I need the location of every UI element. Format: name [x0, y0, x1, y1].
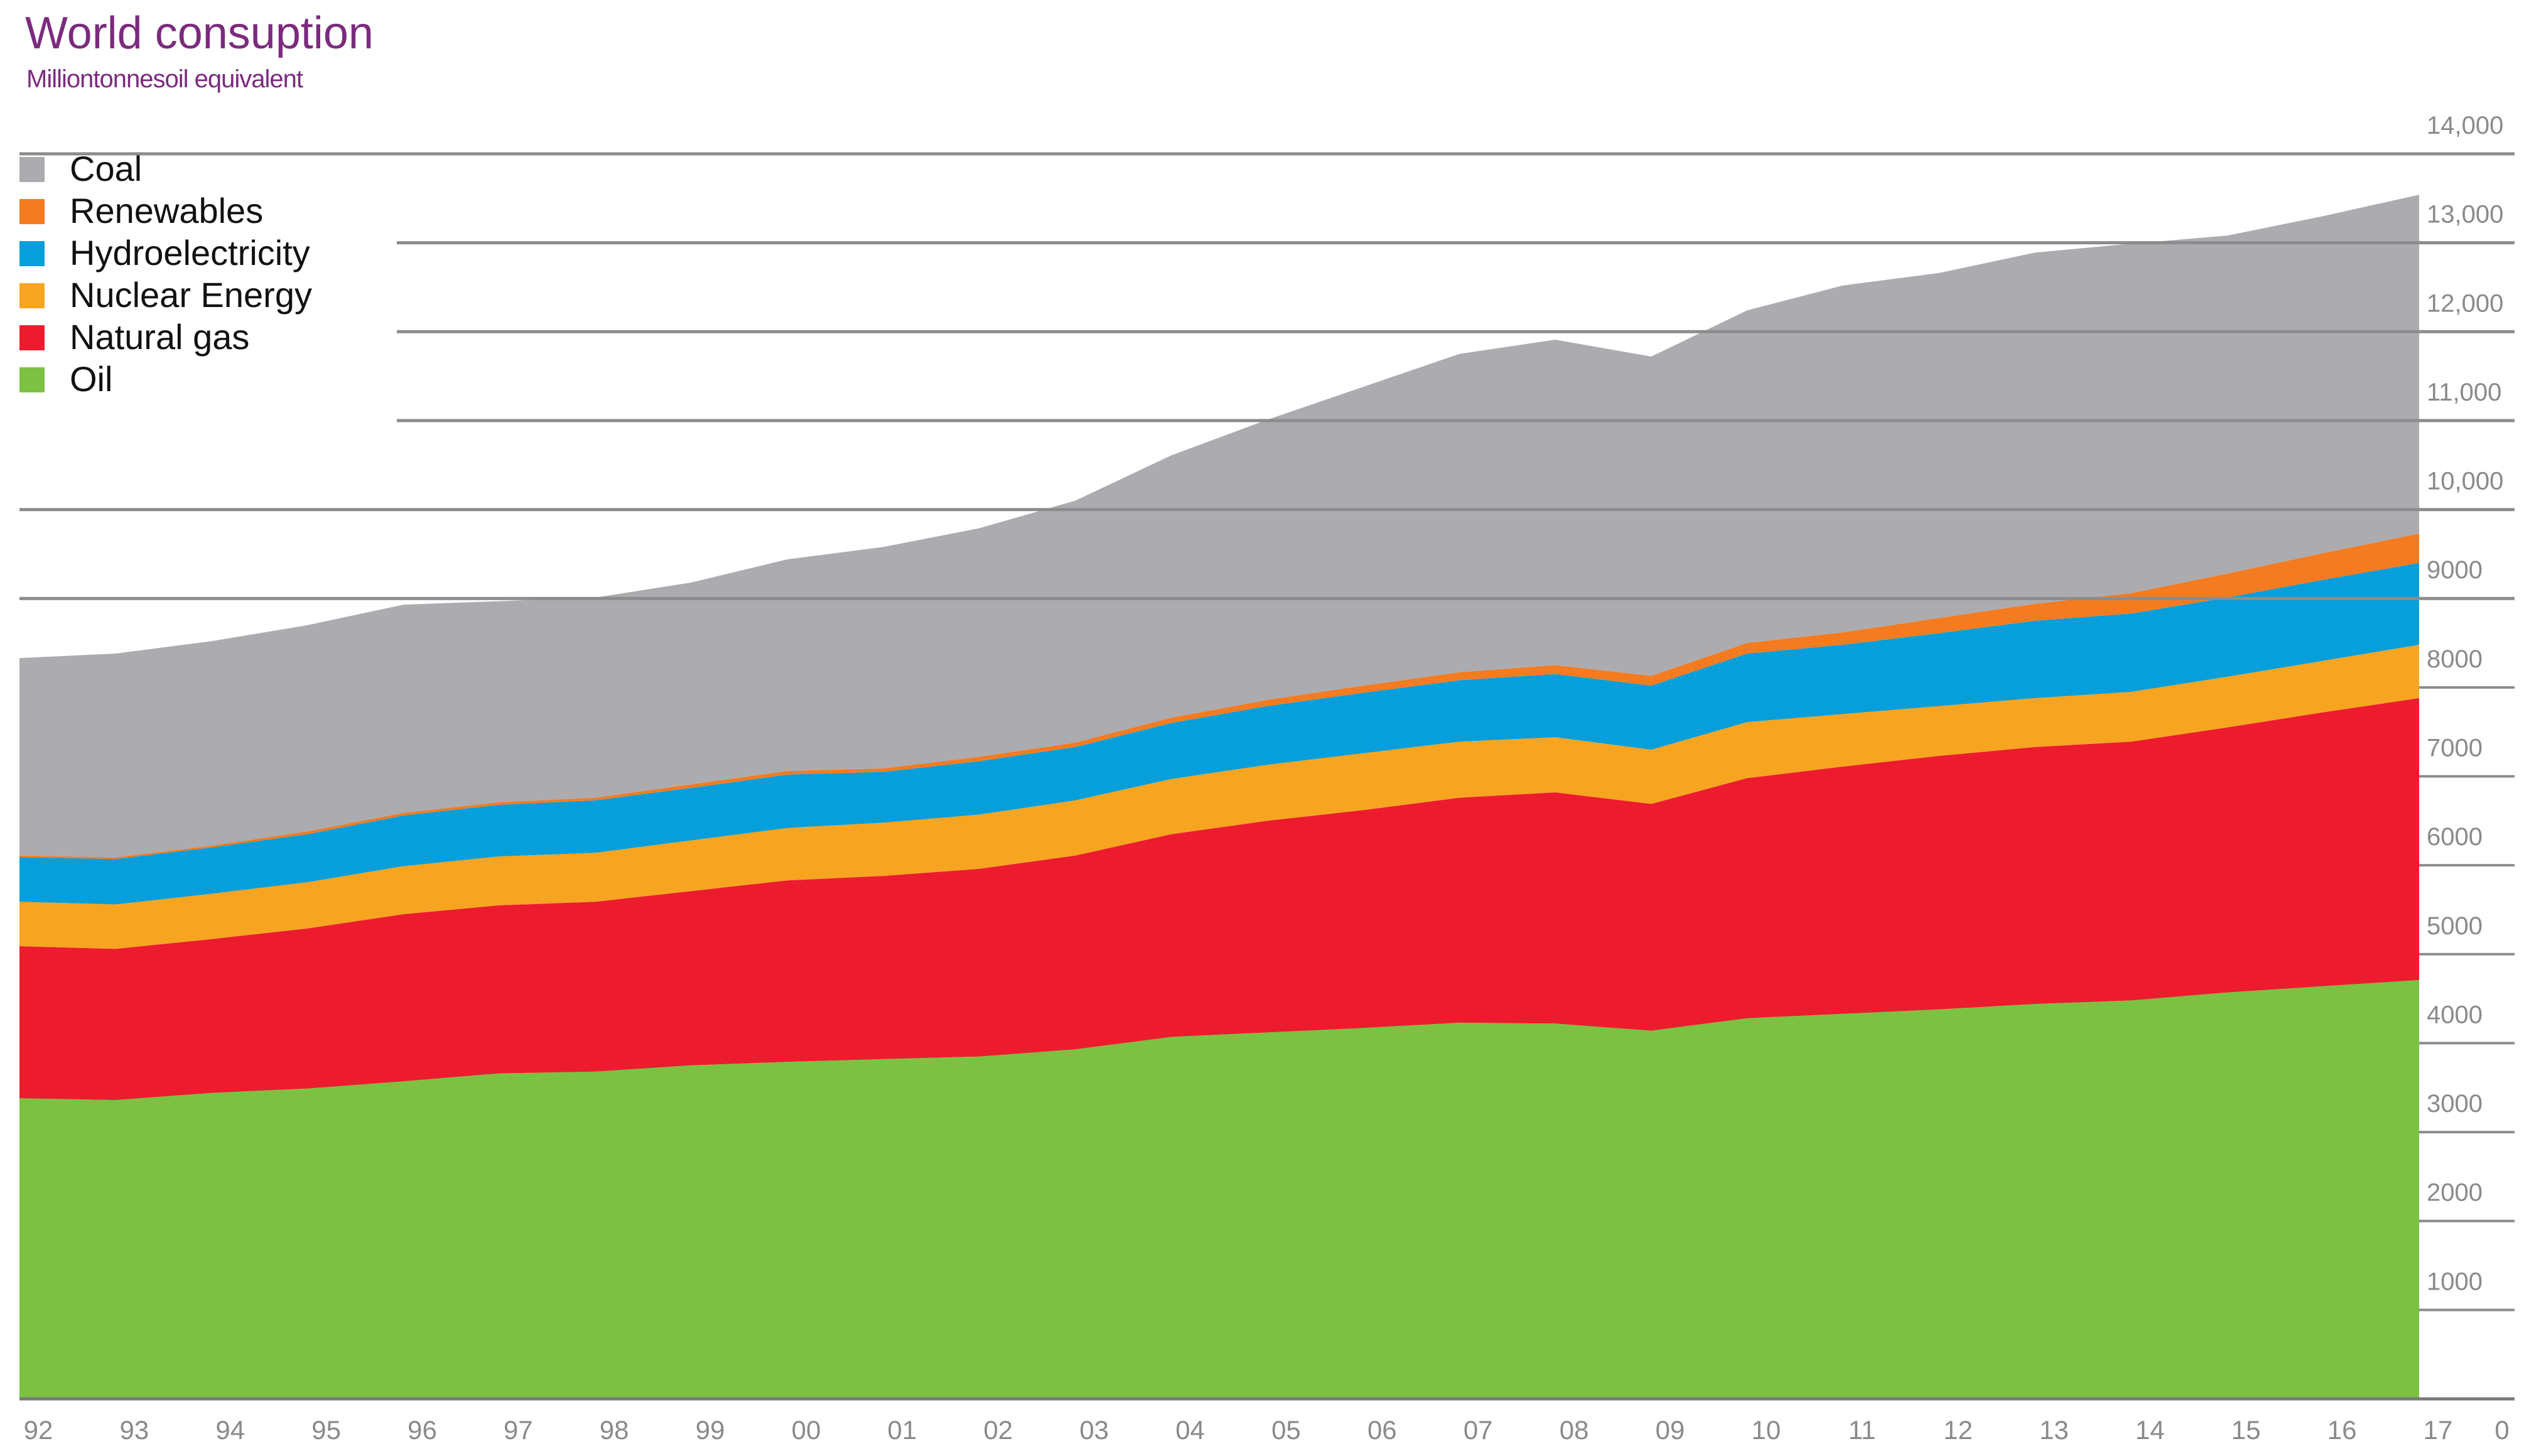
x-tick-label: 96: [407, 1415, 437, 1445]
x-tick-label: 14: [2135, 1415, 2165, 1445]
legend-swatch-coal: [19, 157, 45, 182]
area-oil: [19, 979, 2419, 1399]
x-tick-label: 05: [1271, 1415, 1301, 1445]
x-tick-label: 09: [1656, 1415, 1685, 1445]
x-tick-label: 92: [24, 1415, 53, 1445]
x-tick-label: 95: [311, 1415, 341, 1445]
legend-label: Hydroelectricity: [70, 233, 310, 272]
x-tick-label: 99: [696, 1415, 725, 1445]
x-tick-label: 02: [983, 1415, 1013, 1445]
y-tick-label: 8000: [2427, 645, 2483, 673]
legend-label: Nuclear Energy: [70, 275, 312, 315]
legend-label: Renewables: [70, 191, 263, 230]
x-tick-label: 16: [2327, 1415, 2357, 1445]
x-tick-label: 08: [1560, 1415, 1589, 1445]
x-tick-label: 97: [504, 1415, 533, 1445]
area-hydroelectricity: [19, 563, 2419, 905]
x-tick-label: 13: [2039, 1415, 2069, 1445]
legend-swatch-oil: [19, 367, 45, 392]
legend-swatch-natural-gas: [19, 325, 45, 350]
y-tick-label: 9000: [2427, 556, 2483, 584]
legend-swatch-hydroelectricity: [19, 241, 45, 266]
x-tick-label: 93: [120, 1415, 149, 1445]
y-tick-label: 1000: [2427, 1268, 2483, 1295]
chart-subtitle: Milliontonnesoil equivalent: [26, 65, 303, 93]
y-tick-label: 12,000: [2427, 289, 2503, 317]
x-tick-label: 94: [215, 1415, 245, 1445]
x-tick-label: 0: [2494, 1415, 2509, 1445]
legend-label: Natural gas: [70, 317, 249, 357]
x-tick-label: 01: [888, 1415, 917, 1445]
x-tick-label: 07: [1464, 1415, 1493, 1445]
area-coal: [19, 195, 2419, 858]
y-tick-label: 6000: [2427, 823, 2483, 851]
y-tick-label: 10,000: [2427, 468, 2503, 495]
x-tick-label: 04: [1175, 1415, 1205, 1445]
x-tick-label: 17: [2424, 1415, 2453, 1445]
x-tick-label: 98: [600, 1415, 629, 1445]
area-natural-gas: [19, 698, 2419, 1101]
x-tick-label: 03: [1079, 1415, 1109, 1445]
y-tick-label: 7000: [2427, 735, 2483, 762]
legend-swatch-nuclear-energy: [19, 283, 45, 308]
x-tick-label: 15: [2231, 1415, 2261, 1445]
legend-swatch-renewables: [19, 199, 45, 224]
x-tick-label: 00: [792, 1415, 821, 1445]
y-tick-label: 3000: [2427, 1090, 2483, 1118]
y-tick-label: 5000: [2427, 912, 2483, 940]
y-tick-label: 11,000: [2427, 379, 2501, 406]
x-tick-label: 11: [1848, 1415, 1876, 1445]
x-tick-label: 12: [1943, 1415, 1973, 1445]
x-tick-label: 06: [1367, 1415, 1397, 1445]
legend-label: Oil: [70, 359, 112, 399]
y-tick-label: 2000: [2427, 1179, 2483, 1207]
legend-label: Coal: [70, 149, 142, 188]
y-tick-label: 4000: [2427, 1001, 2483, 1028]
y-tick-label: 14,000: [2427, 112, 2503, 139]
area-nuclear-energy: [19, 644, 2419, 949]
chart-title: World consuption: [25, 8, 374, 58]
x-tick-label: 10: [1751, 1415, 1781, 1445]
y-tick-label: 13,000: [2427, 201, 2503, 229]
